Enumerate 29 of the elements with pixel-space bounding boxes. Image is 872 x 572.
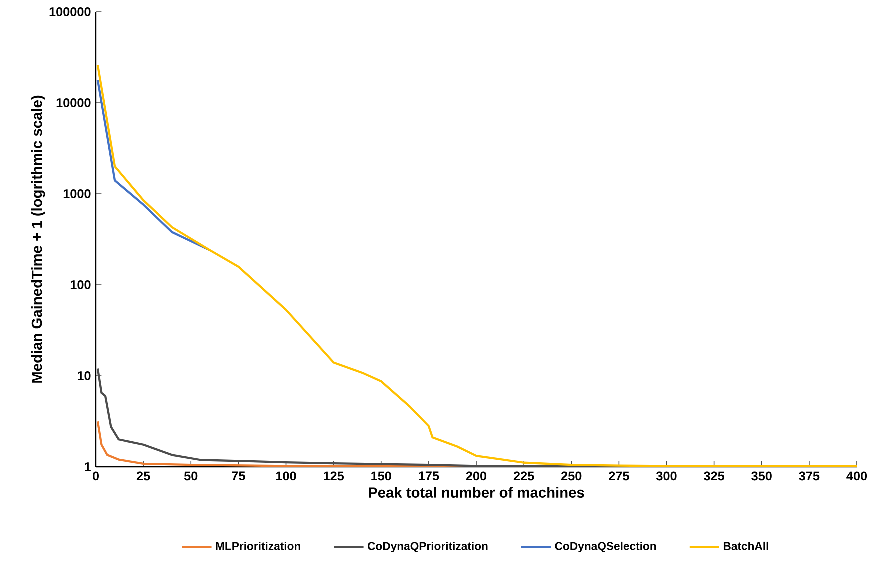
x-tick-label: 50 (184, 472, 198, 481)
x-tick-label: 300 (656, 472, 677, 481)
x-tick-label: 125 (324, 472, 344, 481)
y-tick-label: 10 (78, 372, 91, 380)
x-tick-label: 375 (799, 472, 820, 481)
x-tick-label: 175 (419, 472, 440, 481)
y-tick-label: 1 (85, 462, 91, 472)
x-tick-label: 275 (609, 472, 630, 481)
x-tick-label: 150 (372, 472, 392, 481)
x-tick-label: 100 (276, 472, 296, 481)
y-axis-title: Median GainedTime + 1 (logrithmic scale) (31, 96, 46, 383)
x-tick-label: 225 (514, 472, 534, 481)
x-tick-label: 250 (561, 472, 582, 481)
x-tick-label: 200 (466, 472, 487, 481)
y-tick-label: 10000 (56, 98, 91, 108)
x-tick-label: 400 (846, 472, 868, 481)
x-tick-label: 0 (92, 472, 99, 481)
y-tick-label: 1000 (64, 190, 91, 198)
y-tick-label: 100000 (50, 8, 91, 16)
legend-label: MLPrioritization (216, 542, 300, 550)
x-tick-label: 350 (752, 472, 772, 481)
legend-label: CoDynaQSelection (555, 542, 656, 553)
x-axis-title: Peak total number of machines (369, 487, 584, 498)
x-tick-label: 25 (136, 472, 150, 481)
x-tick-label: 325 (704, 472, 725, 481)
y-tick-label: 100 (70, 280, 91, 290)
legend-label: BatchAll (724, 542, 768, 550)
x-tick-label: 75 (232, 472, 246, 481)
legend-label: CoDynaQPrioritization (368, 542, 488, 553)
